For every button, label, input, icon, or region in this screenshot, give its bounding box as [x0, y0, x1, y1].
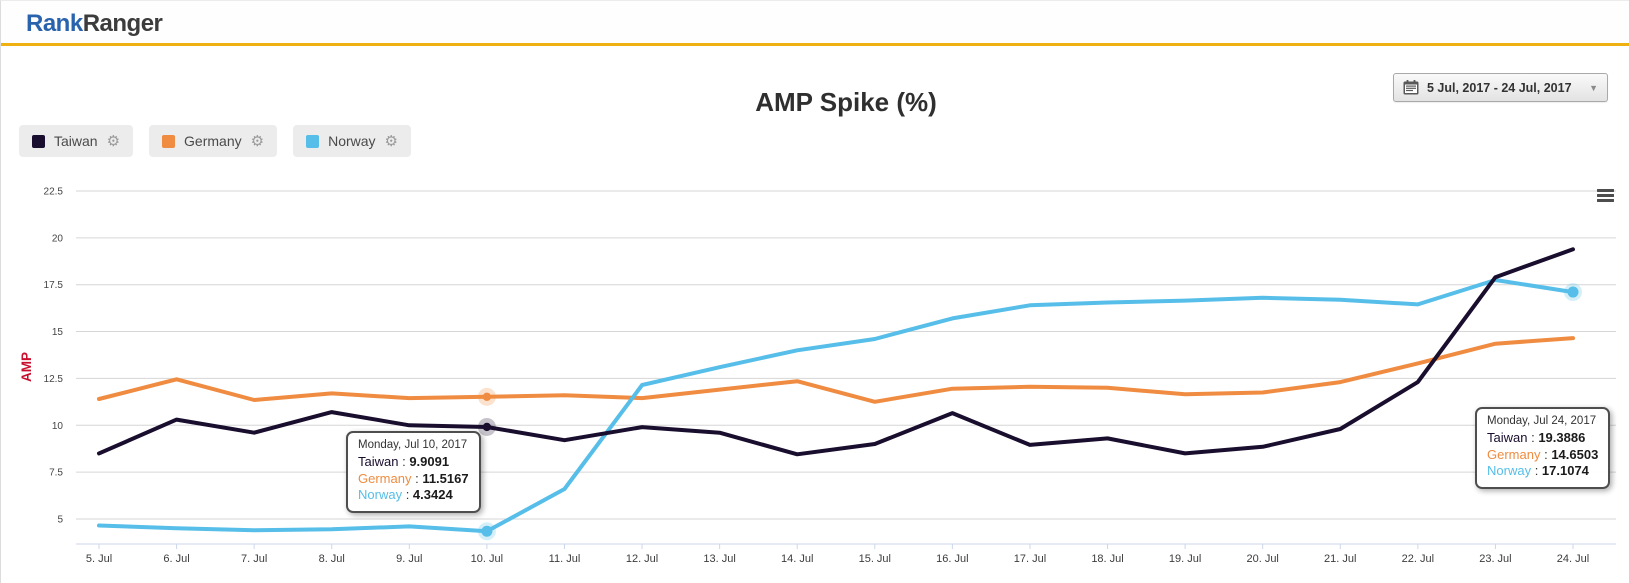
- norway-color-swatch: [306, 134, 320, 148]
- x-tick-label: 9. Jul: [396, 553, 422, 565]
- tooltip-row: Germany : 14.6503: [1487, 446, 1599, 462]
- chart-context-menu-button[interactable]: [1597, 189, 1614, 204]
- page-title: AMP Spike (%): [755, 87, 937, 117]
- x-tick-label: 8. Jul: [319, 553, 345, 565]
- y-tick-label: 10: [52, 421, 64, 432]
- legend-label: Germany: [184, 133, 242, 149]
- tooltip-date: Monday, Jul 10, 2017: [358, 439, 468, 451]
- series-value: 4.3424: [412, 487, 453, 502]
- chevron-down-icon[interactable]: ▼: [1589, 82, 1598, 93]
- x-tick-label: 20. Jul: [1246, 553, 1278, 565]
- tooltip-date: Monday, Jul 24, 2017: [1487, 415, 1597, 427]
- logo-ranger-text: Ranger: [82, 10, 163, 37]
- legend-label: Norway: [328, 133, 376, 149]
- x-tick-label: 19. Jul: [1169, 553, 1201, 565]
- x-tick-label: 17. Jul: [1014, 553, 1046, 565]
- series-name: Germany: [1487, 446, 1541, 462]
- series-value: 9.9091: [409, 454, 450, 469]
- taiwan-color-swatch: [32, 134, 45, 148]
- series-line-germany[interactable]: [97, 336, 1575, 404]
- menu-icon: [1597, 189, 1614, 192]
- x-tick-label: 18. Jul: [1091, 553, 1123, 565]
- marker-germany-point[interactable]: [482, 392, 492, 402]
- x-tick-label: 14. Jul: [781, 553, 813, 565]
- series-value: 11.5167: [422, 470, 469, 486]
- y-tick-label: 17.5: [44, 280, 64, 291]
- marker-norway-point[interactable]: [1567, 286, 1579, 298]
- series-name: Germany: [358, 470, 412, 486]
- tooltip-jul-10: Monday, Jul 10, 2017 Taiwan : 9.9091 Ger…: [346, 431, 481, 513]
- x-tick-label: 6. Jul: [163, 553, 189, 565]
- rankranger-logo[interactable]: RankRanger: [26, 10, 163, 38]
- y-tick-label: 7.5: [49, 468, 63, 479]
- x-tick-label: 15. Jul: [859, 553, 891, 565]
- x-tick-label: 7. Jul: [241, 553, 267, 565]
- marker-taiwan-point[interactable]: [482, 422, 492, 432]
- y-tick-label: 5: [57, 514, 63, 525]
- x-tick-label: 23. Jul: [1479, 553, 1511, 565]
- tooltip-row: Taiwan : 9.9091: [358, 454, 450, 469]
- legend-chip-taiwan[interactable]: Taiwan ⚙: [19, 125, 134, 157]
- gear-icon[interactable]: ⚙: [106, 132, 121, 150]
- logo-rank-text: Rank: [26, 10, 83, 37]
- tooltip-jul-24: Monday, Jul 24, 2017 Taiwan : 19.3886 Ge…: [1475, 407, 1611, 489]
- date-range-picker[interactable]: 5 Jul, 2017 - 24 Jul, 2017 ▼: [1393, 73, 1608, 102]
- tooltip-row: Taiwan : 19.3886: [1487, 430, 1586, 445]
- date-range-value: 5 Jul, 2017 - 24 Jul, 2017: [1427, 80, 1572, 95]
- series-legend: Taiwan ⚙ Germany ⚙ Norway ⚙: [19, 125, 411, 157]
- series-value: 14.6503: [1551, 446, 1599, 462]
- series-name: Norway: [358, 487, 403, 502]
- x-tick-label: 21. Jul: [1324, 553, 1356, 565]
- gear-icon[interactable]: ⚙: [384, 132, 398, 150]
- series-name: Taiwan: [358, 454, 399, 469]
- y-axis-title: AMP: [19, 352, 34, 382]
- series-name: Taiwan: [1487, 430, 1528, 445]
- legend-chip-germany[interactable]: Germany ⚙: [149, 125, 278, 157]
- y-tick-label: 20: [52, 233, 64, 244]
- x-tick-label: 10. Jul: [471, 553, 503, 565]
- app-header: RankRanger: [1, 1, 1629, 46]
- y-tick-label: 12.5: [44, 374, 64, 385]
- x-tick-label: 11. Jul: [549, 553, 581, 565]
- tooltip-row: Norway : 17.1074: [1487, 463, 1589, 478]
- tooltip-row: Germany : 11.5167: [358, 470, 469, 486]
- tooltip-row: Norway : 4.3424: [358, 487, 453, 502]
- legend-chip-norway[interactable]: Norway ⚙: [293, 125, 411, 157]
- y-tick-label: 15: [52, 327, 64, 338]
- x-tick-label: 22. Jul: [1402, 553, 1434, 565]
- x-tick-label: 5. Jul: [86, 553, 112, 565]
- calendar-icon: [1403, 80, 1419, 95]
- y-tick-label: 22.5: [44, 187, 64, 198]
- series-line-norway[interactable]: [97, 278, 1575, 534]
- germany-color-swatch: [162, 134, 176, 148]
- marker-norway-point[interactable]: [481, 525, 493, 537]
- menu-icon: [1597, 194, 1614, 197]
- menu-icon: [1597, 199, 1614, 202]
- series-name: Norway: [1487, 463, 1532, 478]
- legend-label: Taiwan: [54, 133, 98, 149]
- x-tick-label: 13. Jul: [703, 553, 735, 565]
- x-tick-label: 12. Jul: [626, 553, 658, 565]
- x-tick-label: 24. Jul: [1557, 553, 1589, 565]
- gear-icon[interactable]: ⚙: [250, 132, 265, 150]
- series-value: 19.3886: [1538, 430, 1586, 445]
- x-tick-label: 16. Jul: [936, 553, 968, 565]
- series-line-taiwan[interactable]: [97, 247, 1575, 457]
- series-value: 17.1074: [1541, 463, 1589, 478]
- chart-generated-layer: 5 7.5 10 12.5 15 17.5 20 22.5 5. Jul 6. Jul 7. Jul…: [44, 187, 1616, 565]
